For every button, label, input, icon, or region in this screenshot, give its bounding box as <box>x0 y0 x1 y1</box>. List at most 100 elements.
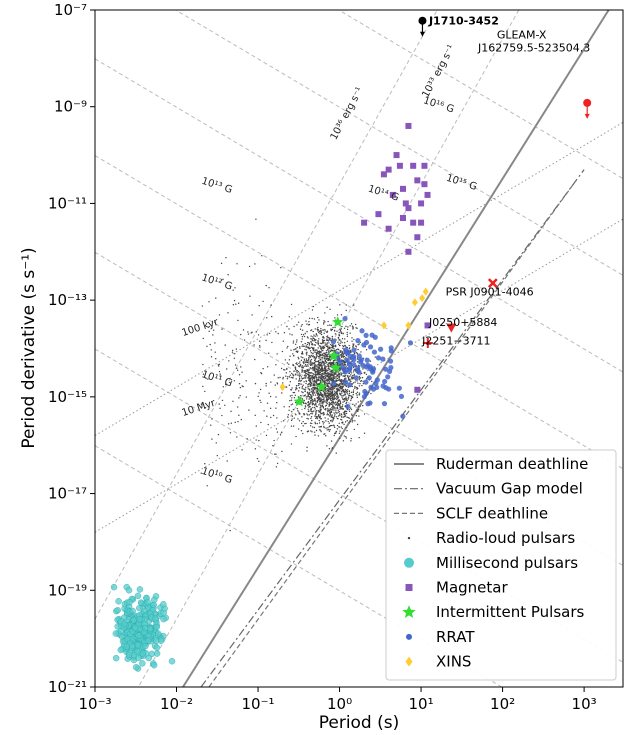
pulsar-dot <box>266 415 268 417</box>
pulsar-dot <box>322 391 325 393</box>
source-label: J1710-3452 <box>428 15 499 28</box>
pulsar-dot <box>247 331 249 333</box>
msp-point <box>136 586 144 593</box>
pulsar-dot <box>236 263 238 265</box>
pulsar-dot <box>311 422 313 425</box>
pulsar-dot <box>313 373 315 376</box>
pulsar-dot <box>340 350 342 352</box>
pulsar-dot <box>294 401 297 404</box>
pulsar-dot <box>339 380 342 383</box>
pulsar-dot <box>352 304 355 306</box>
pulsar-dot <box>257 334 260 336</box>
pulsar-dot <box>259 345 261 347</box>
pulsar-dot <box>314 415 316 417</box>
pulsar-dot <box>349 347 351 349</box>
pulsar-dot <box>331 374 333 377</box>
pulsar-dot <box>296 384 298 387</box>
rrat-point <box>344 357 350 363</box>
pulsar-dot <box>338 413 341 415</box>
rrat-point <box>342 369 349 375</box>
pulsar-dot <box>321 357 324 359</box>
pulsar-dot <box>309 405 311 408</box>
pulsar-dot <box>318 376 320 378</box>
pulsar-dot <box>321 346 323 349</box>
pulsar-dot <box>299 328 302 330</box>
pulsar-dot <box>297 370 300 373</box>
pulsar-dot <box>343 412 346 414</box>
pulsar-dot <box>324 362 326 365</box>
pulsar-dot <box>322 407 325 409</box>
pulsar-dot <box>320 357 322 359</box>
pulsar-dot <box>297 428 300 430</box>
magnetar-point <box>414 177 421 184</box>
pulsar-dot <box>343 400 346 403</box>
pulsar-dot <box>304 422 306 425</box>
pulsar-dot <box>287 376 289 378</box>
pulsar-dot <box>222 386 225 388</box>
msp-point <box>124 635 131 643</box>
pulsar-dot <box>318 377 320 379</box>
pulsar-dot <box>309 355 311 358</box>
pulsar-dot <box>315 349 317 351</box>
pulsar-dot <box>298 377 301 380</box>
pulsar-dot <box>311 411 313 413</box>
pulsar-dot <box>333 434 335 437</box>
pulsar-dot <box>293 349 295 351</box>
pulsar-dot <box>329 395 331 398</box>
pulsar-dot <box>337 373 340 376</box>
pulsar-dot <box>339 350 341 352</box>
pulsar-dot <box>358 392 361 394</box>
pulsar-dot <box>344 390 347 393</box>
pulsar-dot <box>321 372 324 375</box>
pulsar-dot <box>314 360 317 363</box>
pulsar-dot <box>351 395 353 398</box>
pulsar-dot <box>357 344 359 346</box>
pulsar-dot <box>333 426 336 429</box>
pulsar-dot <box>315 411 317 413</box>
pulsar-dot <box>326 365 328 368</box>
upper-limit-arrowhead <box>419 31 425 37</box>
pulsar-dot <box>351 421 353 423</box>
pulsar-dot <box>323 319 325 322</box>
pulsar-dot <box>314 366 316 369</box>
pulsar-dot <box>316 368 318 371</box>
pulsar-dot <box>205 377 207 380</box>
pulsar-dot <box>341 396 343 398</box>
pulsar-dot <box>248 265 251 268</box>
y-tick-label: 10⁻²¹ <box>48 678 87 696</box>
pulsar-dot <box>350 351 352 353</box>
rrat-point <box>370 367 376 374</box>
pulsar-dot <box>349 378 351 381</box>
pulsar-dot <box>303 362 305 365</box>
pulsar-dot <box>310 397 312 399</box>
pulsar-dot <box>327 390 330 393</box>
pulsar-dot <box>316 397 318 399</box>
pulsar-dot <box>212 334 214 336</box>
pulsar-dot <box>313 338 316 341</box>
msp-point <box>153 644 161 651</box>
pulsar-dot <box>314 434 316 436</box>
pulsar-dot <box>338 372 340 375</box>
pulsar-dot <box>294 373 297 375</box>
x-axis-ticks: 10⁻³ 10⁻² 10⁻¹ 10⁰ 10¹ 10² 10³ <box>78 687 597 713</box>
pulsar-dot <box>342 332 344 335</box>
msp-point <box>117 646 124 654</box>
pulsar-dot <box>305 365 307 367</box>
pulsar-dot <box>265 284 267 287</box>
pulsar-dot <box>233 380 235 382</box>
pulsar-dot <box>312 384 314 387</box>
pulsar-dot <box>288 359 291 361</box>
pulsar-dot <box>337 409 340 411</box>
pulsar-dot <box>294 368 297 371</box>
pulsar-dot <box>289 399 291 402</box>
pulsar-dot <box>221 414 223 417</box>
pulsar-dot <box>350 437 352 440</box>
pulsar-dot <box>328 355 330 358</box>
pulsar-dot <box>328 368 331 371</box>
pulsar-dot <box>331 397 334 399</box>
pulsar-dot <box>321 342 323 345</box>
pulsar-dot <box>339 378 341 381</box>
pulsar-dot <box>295 435 297 438</box>
pulsar-dot <box>339 437 341 439</box>
pulsar-dot <box>285 375 287 377</box>
